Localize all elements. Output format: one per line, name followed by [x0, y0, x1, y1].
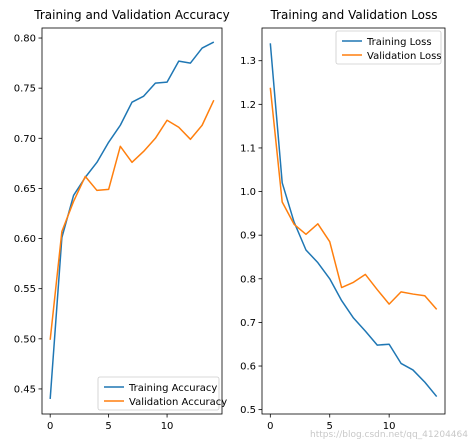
- series-line-validation: [269, 87, 438, 310]
- y-tick-label: 1.0: [240, 187, 256, 198]
- series-line-training: [269, 43, 438, 398]
- watermark: https://blog.csdn.net/qq_41204464: [310, 430, 468, 440]
- x-tick-label: 10: [161, 421, 174, 432]
- y-tick-label: 0.60: [14, 234, 36, 245]
- axes-frame: [261, 27, 446, 415]
- y-tick-label: 0.70: [14, 134, 36, 145]
- x-tick-label: 0: [267, 421, 273, 432]
- legend-label-training: Training Loss: [366, 37, 432, 48]
- y-tick-label: 0.45: [14, 384, 36, 395]
- x-tick-label: 10: [383, 421, 396, 432]
- y-tick-label: 1.3: [240, 56, 256, 67]
- y-tick-label: 0.8: [240, 274, 256, 285]
- legend-label-validation: Validation Loss: [367, 51, 442, 62]
- series-line-validation: [49, 99, 215, 340]
- legend-label-validation: Validation Accuracy: [129, 397, 227, 408]
- x-tick-label: 5: [105, 421, 111, 432]
- loss-chart: Training and Validation Loss 0 5 100.50.60…: [240, 8, 446, 432]
- y-tick-label: 0.80: [14, 34, 36, 45]
- x-tick-label: 5: [327, 421, 333, 432]
- accuracy-chart: Training and Validation Accuracy 0 5 10 0.4…: [14, 8, 230, 432]
- y-tick-label: 0.75: [14, 84, 36, 95]
- y-tick-label: 0.55: [14, 284, 36, 295]
- legend-label-training: Training Accuracy: [128, 383, 217, 394]
- y-tick-label: 0.50: [14, 334, 36, 345]
- chart-title: Training and Validation Accuracy: [33, 8, 229, 22]
- y-tick-label: 1.2: [240, 100, 256, 111]
- y-tick-label: 0.5: [240, 405, 256, 416]
- legend: Training Loss Validation Loss: [335, 30, 442, 65]
- y-tick-label: 0.9: [240, 231, 256, 242]
- chart-title: Training and Validation Loss: [270, 8, 438, 22]
- legend-box: [97, 376, 220, 411]
- plot-area: 0 5 10 0.45 0.50 0.55 0.60 0.65 0.70 0.75 0.80: [14, 34, 215, 432]
- series-line-training: [49, 41, 215, 400]
- legend: Training Accuracy Validation Accuracy: [97, 376, 227, 411]
- y-tick-label: 0.6: [240, 362, 256, 373]
- plot-area: 0 5 10 0.5 0.6 0.7 0.8 0.9 1.0 1.1 1.2 1.3: [240, 43, 438, 432]
- y-tick-label: 0.7: [240, 318, 256, 329]
- legend-box: [335, 30, 442, 65]
- axes-frame: [41, 27, 223, 415]
- x-tick-label: 0: [47, 421, 53, 432]
- y-tick-label: 0.65: [14, 184, 36, 195]
- y-tick-label: 1.1: [240, 143, 256, 154]
